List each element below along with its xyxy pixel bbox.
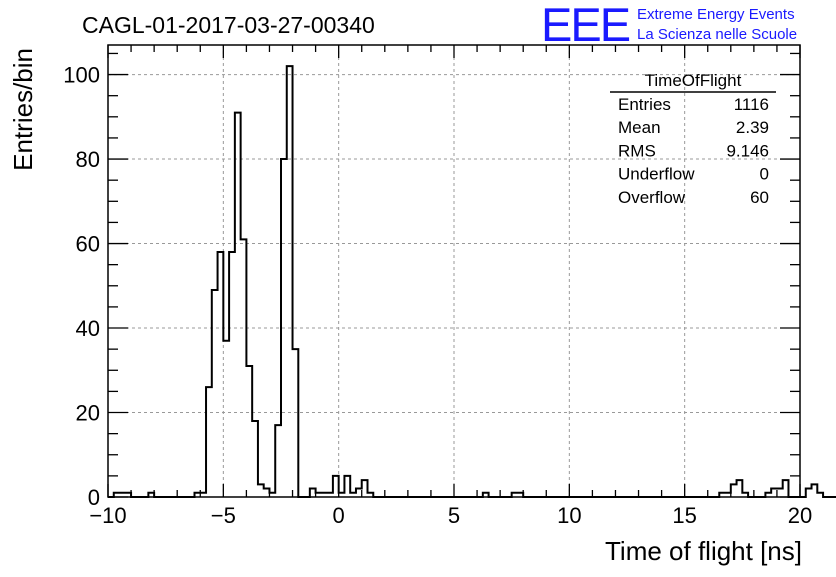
x-axis-label: Time of flight [ns]: [605, 536, 802, 566]
stats-value-overflow: 60: [750, 188, 769, 207]
chart-title: CAGL-01-2017-03-27-00340: [82, 12, 375, 38]
stats-label-rms: RMS: [618, 141, 656, 160]
grid-lines: [108, 45, 800, 497]
y-tick-label: 60: [76, 232, 100, 257]
y-tick-label: 80: [76, 147, 100, 172]
x-tick-label: 10: [557, 503, 581, 528]
stats-label-overflow: Overflow: [618, 188, 686, 207]
x-tick-label: −10: [89, 503, 126, 528]
logo-text: EEE: [541, 0, 630, 51]
stats-value-entries: 1116: [734, 95, 769, 114]
stats-label-mean: Mean: [618, 118, 661, 137]
axis-ticks: [107, 45, 801, 498]
x-tick-label: 20: [788, 503, 812, 528]
stats-value-rms: 9.146: [726, 141, 769, 160]
logo-line2: La Scienza nelle Scuole: [637, 26, 797, 43]
stats-value-underflow: 0: [760, 165, 769, 184]
stats-box: TimeOfFlight Entries 1116 Mean 2.39 RMS 9.146…: [610, 71, 776, 207]
histogram-series-line: [108, 65, 836, 498]
x-tick-label: 15: [672, 503, 696, 528]
x-tick-label: 5: [448, 503, 460, 528]
y-tick-label: 40: [76, 316, 100, 341]
stats-label-entries: Entries: [618, 95, 671, 114]
y-tick-label: 100: [63, 63, 100, 88]
y-tick-label: 20: [76, 401, 100, 426]
logo-line1: Extreme Energy Events: [637, 6, 795, 23]
y-axis-label: Entries/bin: [8, 48, 38, 171]
stats-box-title: TimeOfFlight: [645, 71, 742, 90]
stats-label-underflow: Underflow: [618, 165, 695, 184]
x-tick-labels: −10 −5 0 5 10 15 20: [89, 503, 812, 528]
stats-value-mean: 2.39: [736, 118, 769, 137]
y-tick-label: 0: [88, 485, 100, 510]
stats-box-rows: Entries 1116 Mean 2.39 RMS 9.146 Underflow 0 Ove…: [618, 95, 769, 207]
y-tick-labels: 0 20 40 60 80 100: [63, 63, 100, 510]
x-tick-label: 0: [333, 503, 345, 528]
x-tick-label: −5: [211, 503, 236, 528]
